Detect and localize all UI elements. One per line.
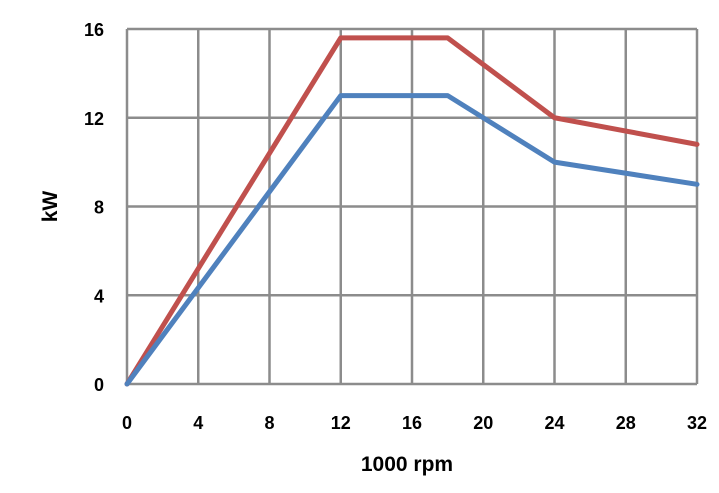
x-tick-label: 32 [687, 413, 707, 433]
x-tick-label: 24 [544, 413, 564, 433]
x-tick-label: 28 [616, 413, 636, 433]
x-tick-label: 16 [402, 413, 422, 433]
y-tick-label: 12 [84, 109, 104, 129]
x-axis-title: 1000 rpm [361, 453, 453, 476]
series-line-1 [124, 35, 700, 387]
y-tick-labels: 0 4 8 12 16 [84, 20, 104, 395]
y-tick-label: 8 [94, 198, 104, 218]
x-tick-label: 8 [264, 413, 274, 433]
y-tick-label: 4 [94, 286, 104, 306]
series-line-2 [124, 93, 700, 387]
y-axis-title: kW [39, 191, 62, 223]
x-tick-label: 4 [193, 413, 203, 433]
x-tick-labels: 0 4 8 12 16 20 24 28 32 [122, 413, 707, 433]
x-tick-label: 0 [122, 413, 132, 433]
y-tick-label: 0 [94, 375, 104, 395]
y-tick-label: 16 [84, 20, 104, 40]
x-tick-label: 20 [473, 413, 493, 433]
grid [125, 27, 699, 386]
series-group [124, 35, 700, 387]
x-tick-label: 12 [331, 413, 351, 433]
